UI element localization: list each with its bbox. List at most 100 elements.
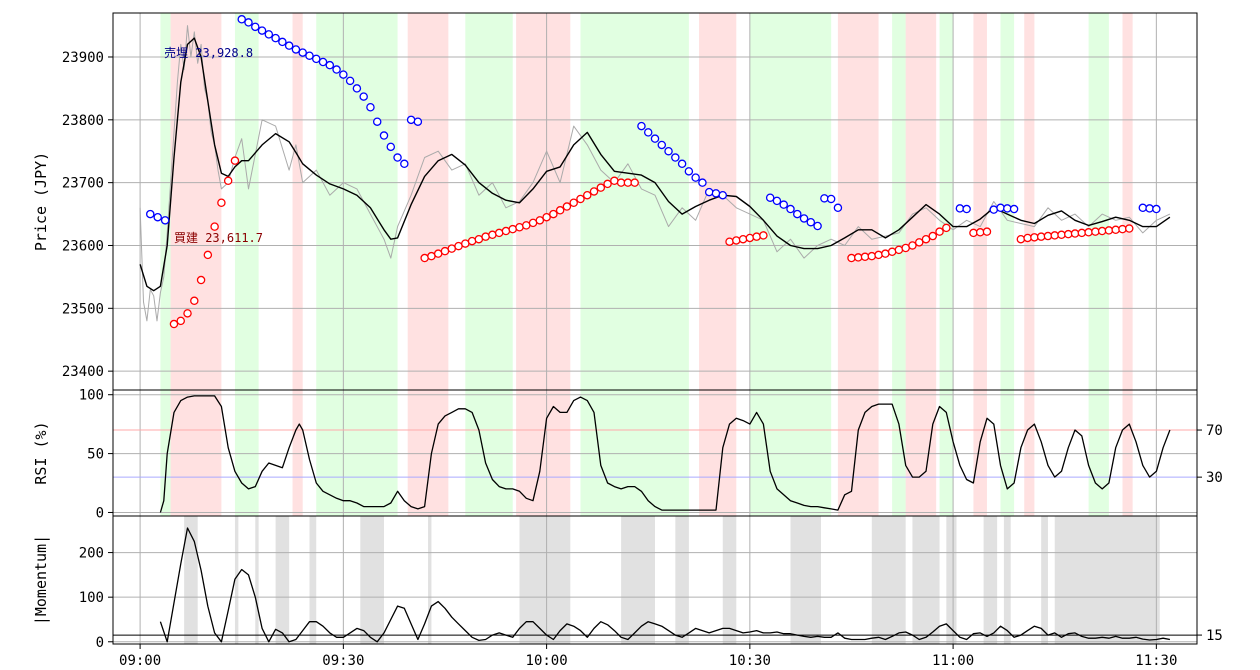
momentum-line xyxy=(159,527,1171,643)
buy-marker xyxy=(515,223,524,232)
buy-marker xyxy=(969,228,978,238)
sell-marker xyxy=(799,214,809,223)
rsi-line xyxy=(159,395,1171,513)
buy-marker xyxy=(928,231,938,241)
bull-band xyxy=(1000,390,1015,516)
sell-marker xyxy=(339,70,348,79)
buy-marker xyxy=(1091,227,1100,236)
y-axis-label: RSI (%) xyxy=(32,421,50,484)
time-axis: 09:00 09:30 10:00 10:30 11:00 11:30 xyxy=(119,644,1177,669)
y-axis-label: |Momentum| xyxy=(32,535,50,625)
sell-marker xyxy=(153,212,162,222)
bear-band xyxy=(973,13,987,390)
buy-marker xyxy=(183,309,192,318)
y-tick-label: 23700 xyxy=(62,176,104,192)
buy-marker xyxy=(589,187,599,196)
sell-marker xyxy=(393,153,402,162)
sell-marker xyxy=(772,196,782,206)
momentum-band xyxy=(519,516,571,644)
buy-marker xyxy=(1064,229,1073,239)
sell-marker xyxy=(684,167,694,176)
sell-marker xyxy=(345,76,355,86)
x-tick-label: 09:30 xyxy=(322,653,364,669)
bear-band xyxy=(1122,13,1133,390)
buy-marker xyxy=(860,252,870,262)
momentum-band xyxy=(621,516,655,644)
buy-marker xyxy=(881,249,890,258)
bear-band xyxy=(973,390,987,516)
sell-marker xyxy=(962,204,971,214)
bear-band xyxy=(170,390,222,516)
sell-marker xyxy=(718,190,728,200)
buy-marker xyxy=(1030,233,1039,242)
bull-band xyxy=(939,13,954,390)
buy-marker xyxy=(1118,224,1127,234)
buy-marker xyxy=(461,239,470,248)
buy-marker xyxy=(623,178,633,187)
sell-marker xyxy=(989,205,999,214)
buy-marker xyxy=(1036,232,1046,241)
sell-marker xyxy=(359,92,368,101)
momentum-band xyxy=(428,516,432,644)
buy-marker xyxy=(874,250,883,260)
buy-marker xyxy=(576,194,585,204)
buy-marker xyxy=(921,234,931,244)
bear-band xyxy=(516,390,571,516)
buy-marker xyxy=(732,236,741,245)
sell-marker xyxy=(704,187,714,197)
y-axis-label: Price (JPY) xyxy=(32,152,50,251)
buy-marker xyxy=(210,222,219,231)
sell-marker xyxy=(386,142,396,152)
sell-marker xyxy=(325,60,335,70)
buy-marker xyxy=(555,206,565,215)
bear-band xyxy=(905,390,937,516)
sell-marker xyxy=(955,204,965,213)
buy-marker xyxy=(1050,231,1059,240)
buy-marker xyxy=(901,243,910,253)
y-tick-label: 23900 xyxy=(62,50,104,66)
buy-marker xyxy=(752,232,761,241)
buy-marker xyxy=(630,178,639,187)
sell-marker xyxy=(833,203,843,213)
y-tick-label: 50 xyxy=(87,447,104,463)
sell-marker xyxy=(332,65,341,74)
sell-marker xyxy=(698,178,707,187)
buy-marker xyxy=(847,253,856,263)
bear-band xyxy=(292,390,303,516)
buy-marker xyxy=(914,238,924,247)
sell-marker xyxy=(711,189,721,198)
buy-marker xyxy=(975,228,985,237)
buy-marker xyxy=(190,296,199,306)
momentum-band xyxy=(360,516,384,644)
buy-marker xyxy=(535,216,545,225)
x-tick-label: 10:30 xyxy=(729,653,771,669)
buy-marker xyxy=(854,253,863,262)
x-tick-label: 10:00 xyxy=(526,653,568,669)
x-tick-label: 11:30 xyxy=(1135,653,1177,669)
buy-marker xyxy=(217,198,226,208)
momentum-band xyxy=(1041,516,1048,644)
sell-marker xyxy=(1138,203,1148,213)
bull-band xyxy=(160,390,171,516)
bull-band xyxy=(749,13,832,390)
buy-marker xyxy=(894,245,904,255)
bull-band xyxy=(316,390,398,516)
sell-marker xyxy=(1009,204,1019,214)
momentum-band xyxy=(1054,516,1160,644)
momentum-band xyxy=(1003,516,1011,644)
momentum-band xyxy=(275,516,290,644)
sell-marker xyxy=(765,193,775,202)
sell-marker xyxy=(400,159,409,169)
buy-marker xyxy=(522,221,531,230)
sell-marker xyxy=(251,22,260,32)
sell-marker xyxy=(284,41,294,50)
buy-annotation: 買建 23,611.7 xyxy=(174,231,263,245)
buy-marker xyxy=(420,253,429,263)
bear-band xyxy=(170,13,222,390)
sell-marker xyxy=(664,146,673,156)
buy-marker xyxy=(1016,234,1026,244)
buy-marker xyxy=(569,198,578,208)
buy-marker xyxy=(562,202,572,211)
momentum-band xyxy=(722,516,737,644)
bull-band xyxy=(465,390,513,516)
